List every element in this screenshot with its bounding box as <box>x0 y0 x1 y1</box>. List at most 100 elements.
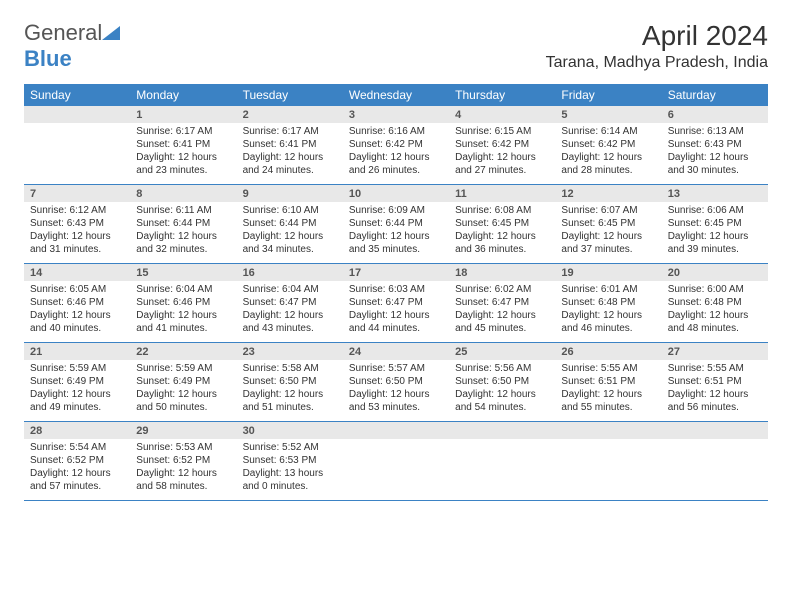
sunset-text: Sunset: 6:45 PM <box>561 217 655 230</box>
day-number <box>662 422 768 439</box>
daylight-text: Daylight: 12 hours and 46 minutes. <box>561 309 655 335</box>
daylight-text: Daylight: 12 hours and 44 minutes. <box>349 309 443 335</box>
day-content: Sunrise: 5:58 AMSunset: 6:50 PMDaylight:… <box>237 360 343 418</box>
sunset-text: Sunset: 6:47 PM <box>243 296 337 309</box>
day-number: 1 <box>130 106 236 123</box>
daylight-text: Daylight: 12 hours and 55 minutes. <box>561 388 655 414</box>
sunset-text: Sunset: 6:41 PM <box>243 138 337 151</box>
day-number: 2 <box>237 106 343 123</box>
daylight-text: Daylight: 13 hours and 0 minutes. <box>243 467 337 493</box>
weekday-header: Monday <box>130 84 236 106</box>
day-number: 9 <box>237 185 343 202</box>
day-cell: 24Sunrise: 5:57 AMSunset: 6:50 PMDayligh… <box>343 343 449 421</box>
daylight-text: Daylight: 12 hours and 26 minutes. <box>349 151 443 177</box>
sunset-text: Sunset: 6:43 PM <box>668 138 762 151</box>
daylight-text: Daylight: 12 hours and 53 minutes. <box>349 388 443 414</box>
day-cell: 6Sunrise: 6:13 AMSunset: 6:43 PMDaylight… <box>662 106 768 184</box>
sunset-text: Sunset: 6:44 PM <box>136 217 230 230</box>
day-content: Sunrise: 6:08 AMSunset: 6:45 PMDaylight:… <box>449 202 555 260</box>
month-title: April 2024 <box>546 20 768 52</box>
day-cell: 10Sunrise: 6:09 AMSunset: 6:44 PMDayligh… <box>343 185 449 263</box>
day-content: Sunrise: 6:00 AMSunset: 6:48 PMDaylight:… <box>662 281 768 339</box>
weekday-header: Saturday <box>662 84 768 106</box>
daylight-text: Daylight: 12 hours and 30 minutes. <box>668 151 762 177</box>
day-content: Sunrise: 5:53 AMSunset: 6:52 PMDaylight:… <box>130 439 236 497</box>
sunset-text: Sunset: 6:46 PM <box>136 296 230 309</box>
sunrise-text: Sunrise: 5:58 AM <box>243 362 337 375</box>
daylight-text: Daylight: 12 hours and 39 minutes. <box>668 230 762 256</box>
day-content: Sunrise: 6:09 AMSunset: 6:44 PMDaylight:… <box>343 202 449 260</box>
day-number: 20 <box>662 264 768 281</box>
day-cell <box>343 422 449 500</box>
day-cell: 27Sunrise: 5:55 AMSunset: 6:51 PMDayligh… <box>662 343 768 421</box>
day-number: 28 <box>24 422 130 439</box>
day-content: Sunrise: 6:15 AMSunset: 6:42 PMDaylight:… <box>449 123 555 181</box>
day-cell: 22Sunrise: 5:59 AMSunset: 6:49 PMDayligh… <box>130 343 236 421</box>
day-number: 3 <box>343 106 449 123</box>
day-number: 18 <box>449 264 555 281</box>
sunrise-text: Sunrise: 6:12 AM <box>30 204 124 217</box>
sunrise-text: Sunrise: 6:08 AM <box>455 204 549 217</box>
daylight-text: Daylight: 12 hours and 24 minutes. <box>243 151 337 177</box>
day-number: 29 <box>130 422 236 439</box>
day-number: 14 <box>24 264 130 281</box>
day-cell: 30Sunrise: 5:52 AMSunset: 6:53 PMDayligh… <box>237 422 343 500</box>
sunset-text: Sunset: 6:45 PM <box>455 217 549 230</box>
sunrise-text: Sunrise: 5:59 AM <box>136 362 230 375</box>
week-row: 7Sunrise: 6:12 AMSunset: 6:43 PMDaylight… <box>24 185 768 264</box>
day-cell: 13Sunrise: 6:06 AMSunset: 6:45 PMDayligh… <box>662 185 768 263</box>
sunrise-text: Sunrise: 6:09 AM <box>349 204 443 217</box>
day-cell: 29Sunrise: 5:53 AMSunset: 6:52 PMDayligh… <box>130 422 236 500</box>
sunset-text: Sunset: 6:50 PM <box>243 375 337 388</box>
day-number <box>24 106 130 123</box>
daylight-text: Daylight: 12 hours and 56 minutes. <box>668 388 762 414</box>
day-content: Sunrise: 6:16 AMSunset: 6:42 PMDaylight:… <box>343 123 449 181</box>
sunset-text: Sunset: 6:46 PM <box>30 296 124 309</box>
day-number: 15 <box>130 264 236 281</box>
day-number <box>449 422 555 439</box>
sunset-text: Sunset: 6:43 PM <box>30 217 124 230</box>
daylight-text: Daylight: 12 hours and 27 minutes. <box>455 151 549 177</box>
day-cell: 12Sunrise: 6:07 AMSunset: 6:45 PMDayligh… <box>555 185 661 263</box>
day-cell: 3Sunrise: 6:16 AMSunset: 6:42 PMDaylight… <box>343 106 449 184</box>
sunrise-text: Sunrise: 6:00 AM <box>668 283 762 296</box>
sunset-text: Sunset: 6:48 PM <box>668 296 762 309</box>
sunrise-text: Sunrise: 6:03 AM <box>349 283 443 296</box>
sunset-text: Sunset: 6:47 PM <box>349 296 443 309</box>
daylight-text: Daylight: 12 hours and 40 minutes. <box>30 309 124 335</box>
sunset-text: Sunset: 6:47 PM <box>455 296 549 309</box>
sunset-text: Sunset: 6:44 PM <box>349 217 443 230</box>
day-number: 6 <box>662 106 768 123</box>
day-number: 8 <box>130 185 236 202</box>
day-cell: 21Sunrise: 5:59 AMSunset: 6:49 PMDayligh… <box>24 343 130 421</box>
daylight-text: Daylight: 12 hours and 43 minutes. <box>243 309 337 335</box>
week-row: 28Sunrise: 5:54 AMSunset: 6:52 PMDayligh… <box>24 422 768 501</box>
day-cell: 2Sunrise: 6:17 AMSunset: 6:41 PMDaylight… <box>237 106 343 184</box>
day-number: 25 <box>449 343 555 360</box>
day-content: Sunrise: 5:56 AMSunset: 6:50 PMDaylight:… <box>449 360 555 418</box>
title-block: April 2024 Tarana, Madhya Pradesh, India <box>546 20 768 72</box>
daylight-text: Daylight: 12 hours and 57 minutes. <box>30 467 124 493</box>
day-cell: 17Sunrise: 6:03 AMSunset: 6:47 PMDayligh… <box>343 264 449 342</box>
day-content: Sunrise: 6:06 AMSunset: 6:45 PMDaylight:… <box>662 202 768 260</box>
sunset-text: Sunset: 6:52 PM <box>136 454 230 467</box>
day-cell: 25Sunrise: 5:56 AMSunset: 6:50 PMDayligh… <box>449 343 555 421</box>
day-number <box>555 422 661 439</box>
day-number <box>343 422 449 439</box>
day-content: Sunrise: 5:59 AMSunset: 6:49 PMDaylight:… <box>24 360 130 418</box>
sunrise-text: Sunrise: 6:14 AM <box>561 125 655 138</box>
sunrise-text: Sunrise: 5:53 AM <box>136 441 230 454</box>
day-cell <box>449 422 555 500</box>
logo: General Blue <box>24 20 120 72</box>
daylight-text: Daylight: 12 hours and 35 minutes. <box>349 230 443 256</box>
weekday-header: Thursday <box>449 84 555 106</box>
day-content: Sunrise: 5:55 AMSunset: 6:51 PMDaylight:… <box>662 360 768 418</box>
day-number: 26 <box>555 343 661 360</box>
logo-triangle-icon <box>102 20 120 38</box>
sunset-text: Sunset: 6:50 PM <box>349 375 443 388</box>
day-number: 27 <box>662 343 768 360</box>
sunrise-text: Sunrise: 6:16 AM <box>349 125 443 138</box>
day-content: Sunrise: 6:13 AMSunset: 6:43 PMDaylight:… <box>662 123 768 181</box>
day-content: Sunrise: 6:05 AMSunset: 6:46 PMDaylight:… <box>24 281 130 339</box>
daylight-text: Daylight: 12 hours and 51 minutes. <box>243 388 337 414</box>
